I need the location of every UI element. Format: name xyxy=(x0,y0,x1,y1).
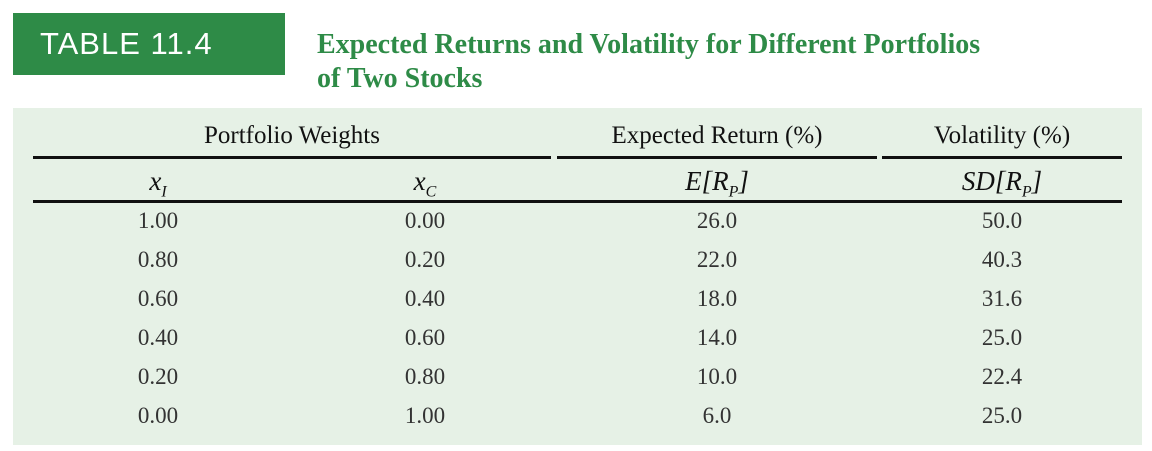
cell-volatility: 25.0 xyxy=(981,403,1023,428)
cell-expected-return: 10.0 xyxy=(696,364,738,389)
cell-expected-return: 18.0 xyxy=(696,286,738,311)
cell-volatility: 22.4 xyxy=(981,364,1023,389)
subheader-volatility: SD[RP] xyxy=(961,166,1043,201)
cell-expected-return: 14.0 xyxy=(696,325,738,350)
rule-expected-return xyxy=(557,156,877,159)
header-volatility: Volatility (%) xyxy=(933,122,1071,149)
cell-volatility: 40.3 xyxy=(981,247,1023,272)
table-title-line-2: of Two Stocks xyxy=(317,63,483,94)
subheader-xc: xC xyxy=(413,166,437,201)
header-portfolio-weights: Portfolio Weights xyxy=(203,122,380,149)
table-title-line-1: Expected Returns and Volatility for Diff… xyxy=(317,29,981,60)
cell-xc: 0.80 xyxy=(404,364,446,389)
table-label: TABLE 11.4 xyxy=(40,26,213,61)
cell-expected-return: 22.0 xyxy=(696,247,738,272)
cell-volatility: 25.0 xyxy=(981,325,1023,350)
cell-xi: 0.60 xyxy=(137,286,179,311)
cell-xc: 0.00 xyxy=(404,208,446,233)
cell-xi: 0.20 xyxy=(137,364,179,389)
subheader-expected-return: E[RP] xyxy=(685,166,749,201)
header-expected-return: Expected Return (%) xyxy=(611,122,823,149)
cell-expected-return: 6.0 xyxy=(702,403,732,428)
cell-xc: 0.20 xyxy=(404,247,446,272)
cell-xi: 0.80 xyxy=(137,247,179,272)
cell-xi: 0.00 xyxy=(137,403,179,428)
cell-volatility: 50.0 xyxy=(981,208,1023,233)
cell-xi: 1.00 xyxy=(137,208,179,233)
rule-header-bottom xyxy=(33,200,1122,203)
rule-weights xyxy=(33,156,551,159)
rule-volatility xyxy=(882,156,1122,159)
cell-expected-return: 26.0 xyxy=(696,208,738,233)
table-title: Expected Returns and Volatility for Diff… xyxy=(317,28,1117,96)
table-panel xyxy=(13,108,1142,445)
subheader-xi: xI xyxy=(149,166,167,201)
cell-xc: 0.60 xyxy=(404,325,446,350)
cell-xc: 1.00 xyxy=(404,403,446,428)
cell-volatility: 31.6 xyxy=(981,286,1023,311)
cell-xc: 0.40 xyxy=(404,286,446,311)
cell-xi: 0.40 xyxy=(137,325,179,350)
table-label-box: TABLE 11.4 xyxy=(13,13,285,75)
